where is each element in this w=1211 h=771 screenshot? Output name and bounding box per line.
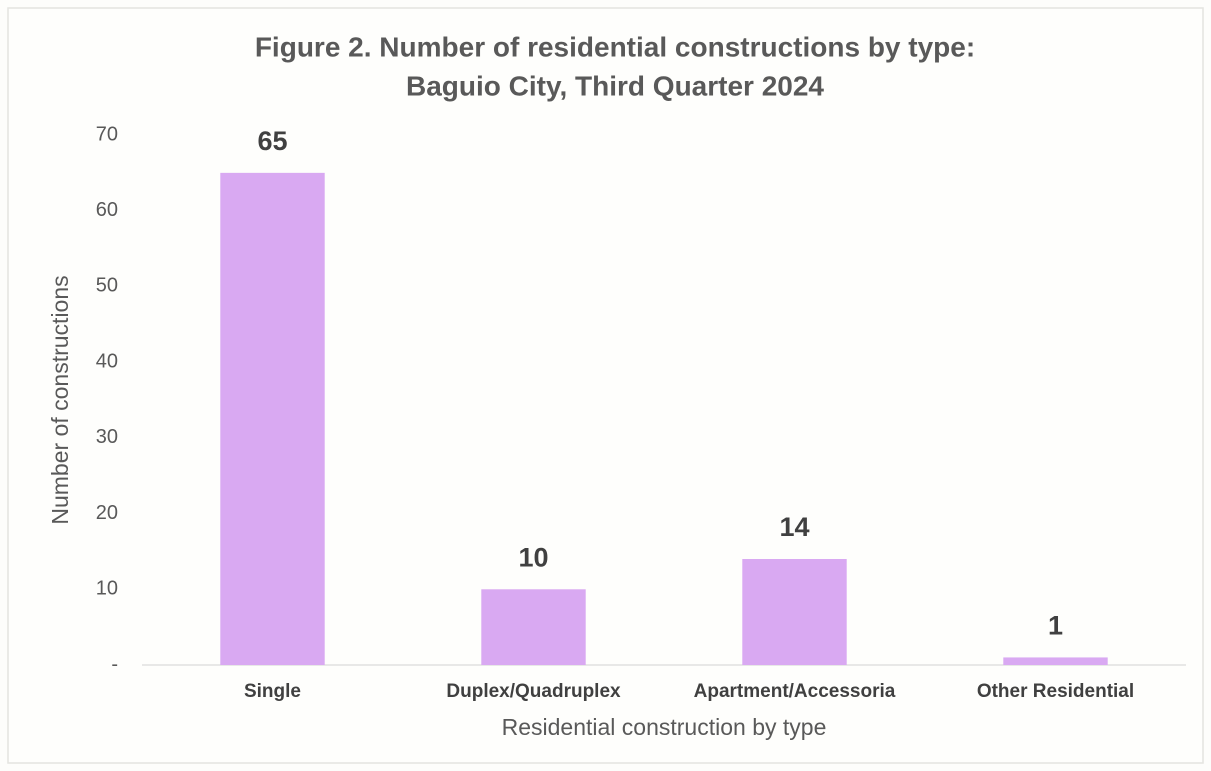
chart-title: Figure 2. Number of residential construc…: [255, 31, 975, 62]
y-tick-label: 70: [96, 123, 118, 145]
chart-frame: [7, 7, 1204, 764]
y-tick-label: 40: [96, 350, 118, 372]
y-tick-label: -: [111, 653, 118, 675]
x-axis-title: Residential construction by type: [502, 714, 827, 740]
x-tick-label: Other Residential: [977, 681, 1134, 702]
bar: [1003, 657, 1108, 665]
bar: [481, 589, 586, 665]
chart-title: Baguio City, Third Quarter 2024: [406, 70, 824, 101]
data-label: 65: [257, 126, 287, 156]
y-tick-label: 30: [96, 426, 118, 448]
x-tick-label: Single: [244, 681, 301, 702]
y-axis-title: Number of constructions: [47, 275, 73, 524]
data-label: 1: [1048, 611, 1063, 641]
data-label: 10: [518, 542, 548, 572]
y-tick-label: 20: [96, 502, 118, 524]
y-tick-label: 60: [96, 199, 118, 221]
bar: [220, 172, 325, 665]
y-tick-label: 50: [96, 275, 118, 297]
data-label: 14: [779, 512, 809, 542]
x-tick-label: Duplex/Quadruplex: [446, 681, 621, 702]
y-tick-label: 10: [96, 578, 118, 600]
bar: [742, 559, 847, 665]
x-tick-label: Apartment/Accessoria: [694, 681, 896, 702]
